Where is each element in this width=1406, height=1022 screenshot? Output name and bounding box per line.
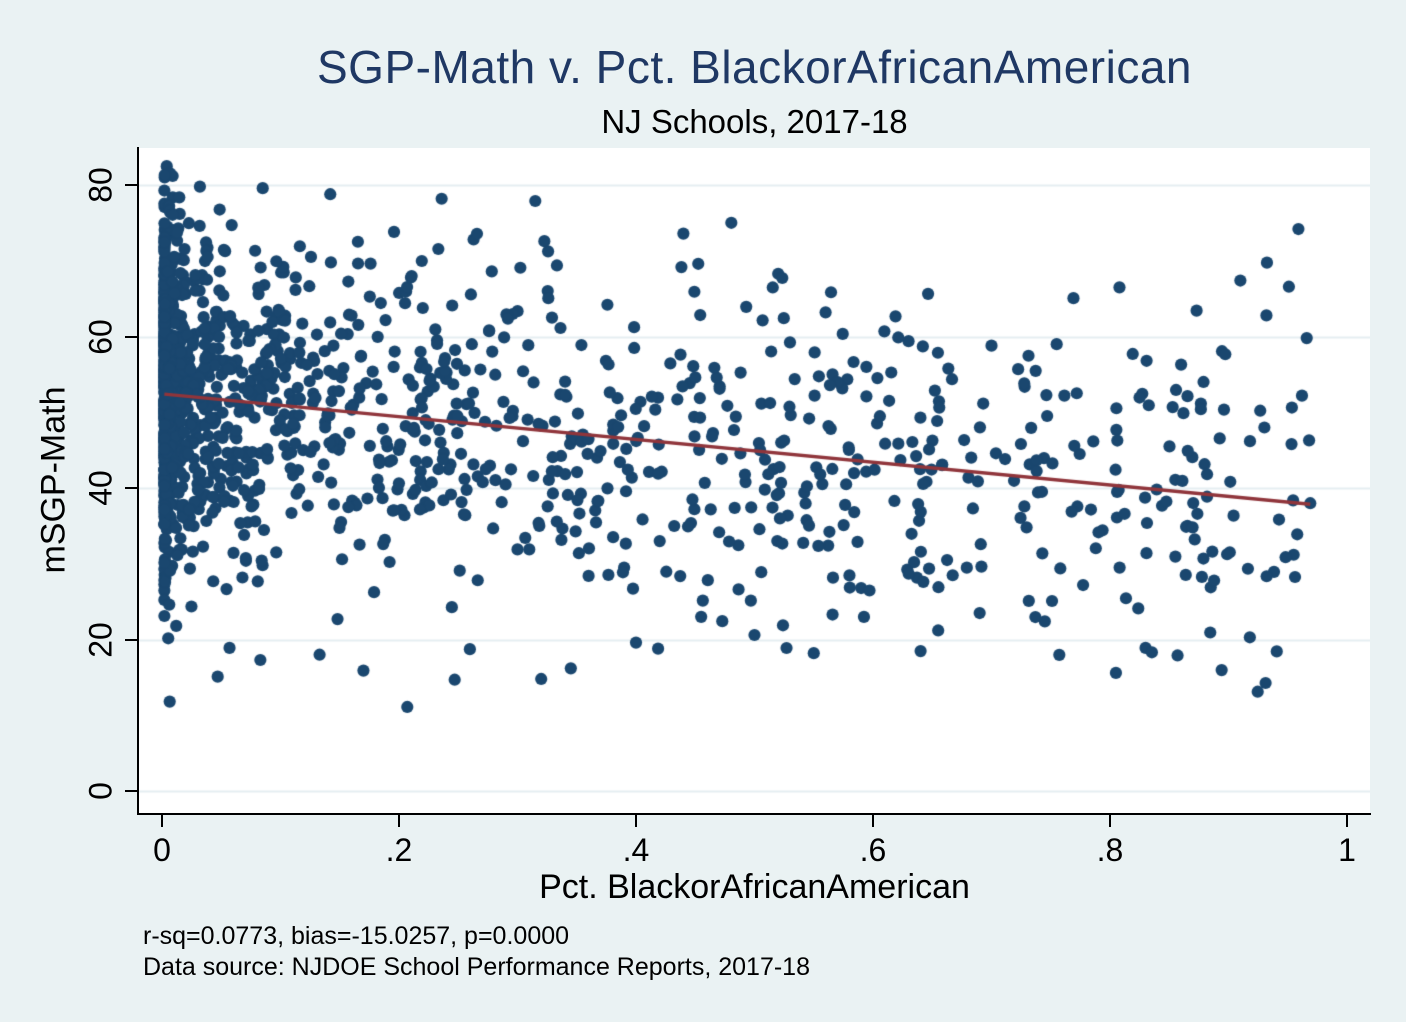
- x-tick-label: .8: [1096, 832, 1124, 868]
- y-axis-line: [137, 147, 139, 815]
- x-tick-label: .2: [385, 832, 413, 868]
- plot-area: [139, 148, 1370, 813]
- stats-note: r-sq=0.0773, bias=-15.0257, p=0.0000: [143, 922, 570, 950]
- x-tick-mark: [1346, 815, 1348, 827]
- chart-title: SGP-Math v. Pct. BlackorAfricanAmerican: [316, 41, 1192, 93]
- x-tick-mark: [872, 815, 874, 827]
- x-tick-mark: [160, 815, 163, 827]
- x-axis-line: [137, 813, 1371, 815]
- y-axis-title: mSGP-Math: [34, 386, 73, 574]
- scatter-canvas: [139, 148, 1370, 813]
- data-source-note: Data source: NJDOE School Performance Re…: [143, 953, 810, 981]
- x-tick-label: .6: [859, 832, 887, 868]
- y-tick-label: 20: [82, 621, 119, 658]
- y-tick-label: 40: [82, 470, 119, 506]
- y-tick-mark: [125, 335, 137, 338]
- y-tick-label: 80: [82, 167, 119, 203]
- x-tick-mark: [1109, 815, 1111, 827]
- y-tick-mark: [125, 790, 137, 793]
- x-tick-label: 1: [1338, 832, 1356, 868]
- y-tick-mark: [125, 487, 137, 490]
- x-axis-title: Pct. BlackorAfricanAmerican: [539, 868, 970, 906]
- y-tick-label: 0: [82, 782, 119, 800]
- x-tick-label: .4: [622, 832, 650, 868]
- x-tick-label: 0: [153, 832, 171, 868]
- x-tick-mark: [634, 815, 637, 827]
- chart-subtitle: NJ Schools, 2017-18: [601, 103, 908, 140]
- y-tick-label: 60: [82, 318, 119, 355]
- y-tick-mark: [125, 184, 137, 187]
- y-tick-mark: [125, 638, 137, 641]
- x-tick-mark: [397, 815, 400, 827]
